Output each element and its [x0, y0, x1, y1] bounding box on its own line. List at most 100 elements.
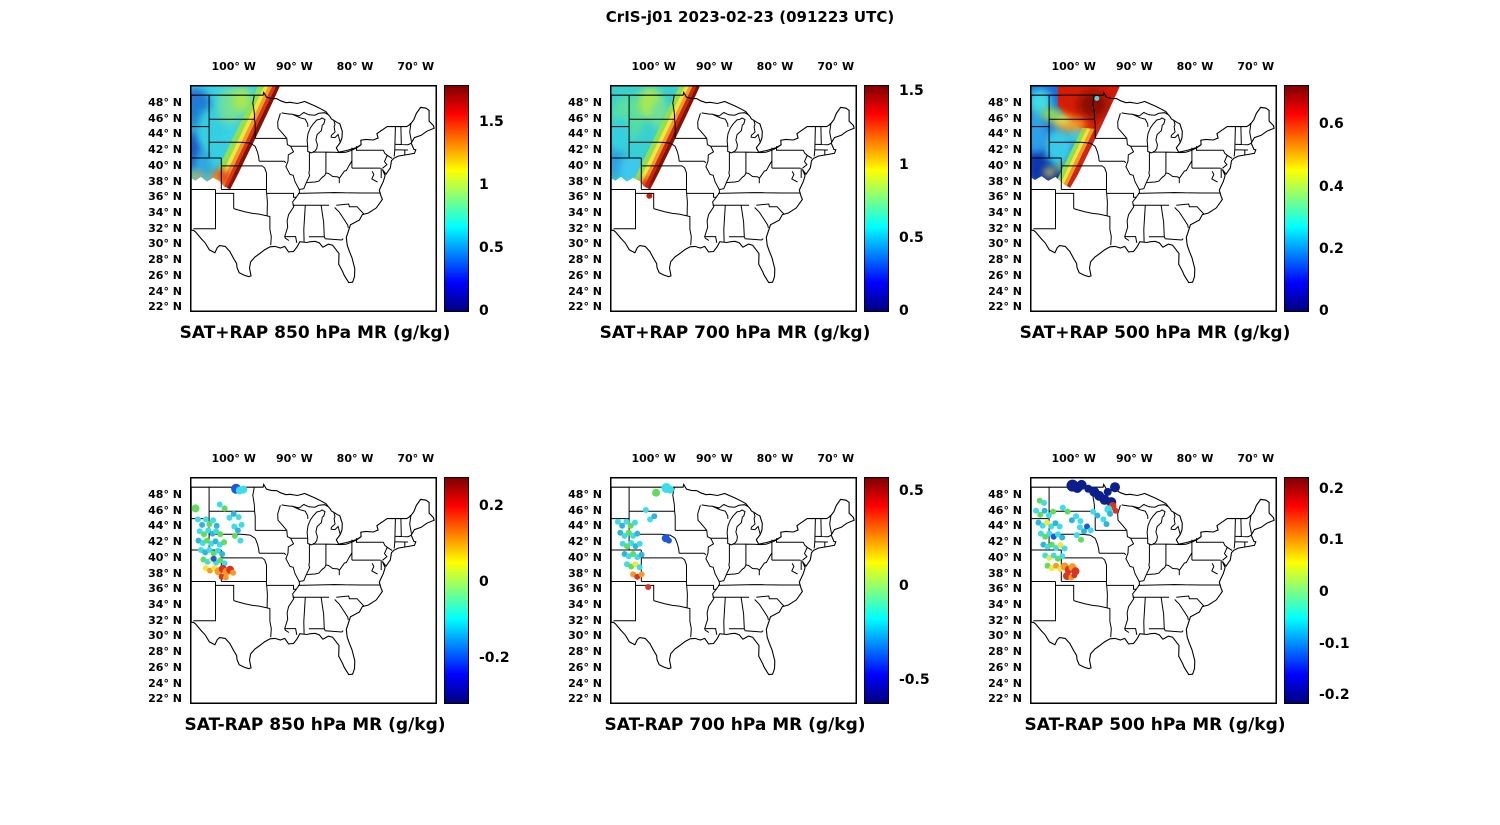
lat-tick-label: 44° N	[148, 127, 182, 141]
lat-tick-label: 42° N	[568, 535, 602, 549]
lat-tick-label: 48° N	[568, 488, 602, 502]
lon-tick-label: 90° W	[1115, 60, 1153, 73]
figure-title: CrIS-j01 2023-02-23 (091223 UTC)	[605, 8, 895, 26]
lon-tick-label: 80° W	[756, 452, 794, 465]
lat-tick-label: 42° N	[568, 143, 602, 157]
colorbar	[1284, 85, 1309, 312]
lon-tick-label: 100° W	[1051, 60, 1096, 73]
map-panel: SAT-RAP 850 hPa MR (g/kg) 100° W 90° W 80°…	[100, 444, 530, 756]
state-borders	[611, 95, 832, 246]
swath-field	[190, 85, 281, 190]
lon-tick-label: 100° W	[211, 60, 256, 73]
colorbar-tick-label: 0	[1319, 303, 1329, 319]
lat-tick-label: 36° N	[988, 190, 1022, 204]
lat-tick-label: 30° N	[148, 237, 182, 251]
lat-tick-label: 46° N	[148, 111, 182, 125]
lat-tick-label: 38° N	[568, 174, 602, 188]
lat-tick-label: 44° N	[568, 519, 602, 533]
us-outline	[190, 483, 435, 676]
lat-tick-label: 26° N	[568, 660, 602, 674]
lake-michigan	[306, 117, 326, 154]
colorbar-tick-label: 0.5	[899, 483, 924, 500]
lon-tick-label: 100° W	[211, 452, 256, 465]
colorbar	[1284, 477, 1309, 704]
colorbar-tick-label: 0.1	[1319, 532, 1344, 549]
lat-tick-label: 24° N	[148, 676, 182, 690]
lat-tick-label: 24° N	[568, 284, 602, 298]
map-panel: SAT+RAP 700 hPa MR (g/kg) 100° W 90° W 80°…	[520, 52, 950, 364]
colorbar	[864, 477, 889, 704]
lon-tick-label: 100° W	[631, 452, 676, 465]
state-borders	[611, 487, 832, 638]
map-area	[1030, 85, 1277, 312]
lat-tick-label: 38° N	[568, 566, 602, 580]
swath-field	[1030, 85, 1121, 188]
lat-tick-label: 24° N	[988, 676, 1022, 690]
lat-tick-label: 22° N	[148, 692, 182, 706]
lon-tick-label: 100° W	[631, 60, 676, 73]
map-area	[190, 85, 437, 312]
lat-tick-label: 34° N	[568, 598, 602, 612]
panel-title: SAT+RAP 850 hPa MR (g/kg)	[179, 323, 451, 343]
colorbar	[444, 477, 469, 704]
lat-tick-label: 38° N	[988, 174, 1022, 188]
colorbar-tick-label: 0	[899, 577, 909, 594]
lat-tick-label: 36° N	[148, 190, 182, 204]
lat-tick-label: 42° N	[148, 535, 182, 549]
map-canvas	[610, 85, 857, 312]
lon-tick-label: 90° W	[275, 60, 313, 73]
us-outline	[1030, 91, 1275, 284]
map-frame	[1030, 477, 1277, 704]
colorbar-tick-label: 0	[479, 573, 489, 590]
map-area	[1030, 477, 1277, 704]
map-canvas	[190, 477, 437, 704]
lat-tick-label: 26° N	[148, 660, 182, 674]
map-area	[610, 85, 857, 312]
map-frame	[610, 477, 857, 704]
lat-tick-label: 40° N	[148, 158, 182, 172]
lat-tick-label: 22° N	[568, 692, 602, 706]
lat-tick-label: 46° N	[988, 503, 1022, 517]
colorbar-tick-label: -0.2	[479, 649, 510, 666]
colorbar-tick-label: 1.5	[899, 83, 924, 100]
lat-tick-label: 36° N	[568, 190, 602, 204]
colorbar-tick-label: 0	[1319, 584, 1329, 601]
lon-tick-label: 70° W	[1237, 60, 1275, 73]
lat-tick-label: 48° N	[148, 488, 182, 502]
lat-tick-label: 48° N	[988, 96, 1022, 110]
lat-tick-label: 28° N	[988, 645, 1022, 659]
lat-tick-label: 26° N	[568, 268, 602, 282]
lon-tick-label: 100° W	[1051, 452, 1096, 465]
lat-tick-label: 48° N	[568, 96, 602, 110]
map-frame	[190, 85, 437, 312]
map-frame	[190, 477, 437, 704]
lat-tick-label: 24° N	[988, 284, 1022, 298]
lat-tick-label: 22° N	[988, 692, 1022, 706]
lat-tick-label: 32° N	[568, 613, 602, 627]
lat-tick-label: 46° N	[148, 503, 182, 517]
lon-tick-label: 70° W	[817, 452, 855, 465]
lat-tick-label: 42° N	[148, 143, 182, 157]
lon-tick-label: 70° W	[1237, 452, 1275, 465]
lat-tick-label: 26° N	[148, 268, 182, 282]
lon-tick-label: 80° W	[756, 60, 794, 73]
map-panel: SAT-RAP 500 hPa MR (g/kg) 100° W 90° W 80°…	[940, 444, 1370, 756]
lat-tick-label: 30° N	[568, 237, 602, 251]
lat-tick-label: 30° N	[148, 629, 182, 643]
lat-tick-label: 46° N	[568, 111, 602, 125]
lat-tick-label: 38° N	[148, 174, 182, 188]
lat-tick-label: 44° N	[988, 127, 1022, 141]
state-borders	[191, 487, 412, 638]
panel-title: SAT+RAP 700 hPa MR (g/kg)	[599, 323, 871, 343]
panel-title: SAT-RAP 850 hPa MR (g/kg)	[184, 715, 446, 735]
lat-tick-label: 46° N	[988, 111, 1022, 125]
swath-field	[610, 85, 701, 190]
colorbar-tick-label: 0	[479, 303, 489, 319]
colorbar	[864, 85, 889, 312]
lat-tick-label: 42° N	[988, 535, 1022, 549]
colorbar-tick-label: 1	[899, 156, 909, 173]
lat-tick-label: 30° N	[988, 629, 1022, 643]
panel-title: SAT-RAP 700 hPa MR (g/kg)	[604, 715, 866, 735]
lat-tick-label: 42° N	[988, 143, 1022, 157]
